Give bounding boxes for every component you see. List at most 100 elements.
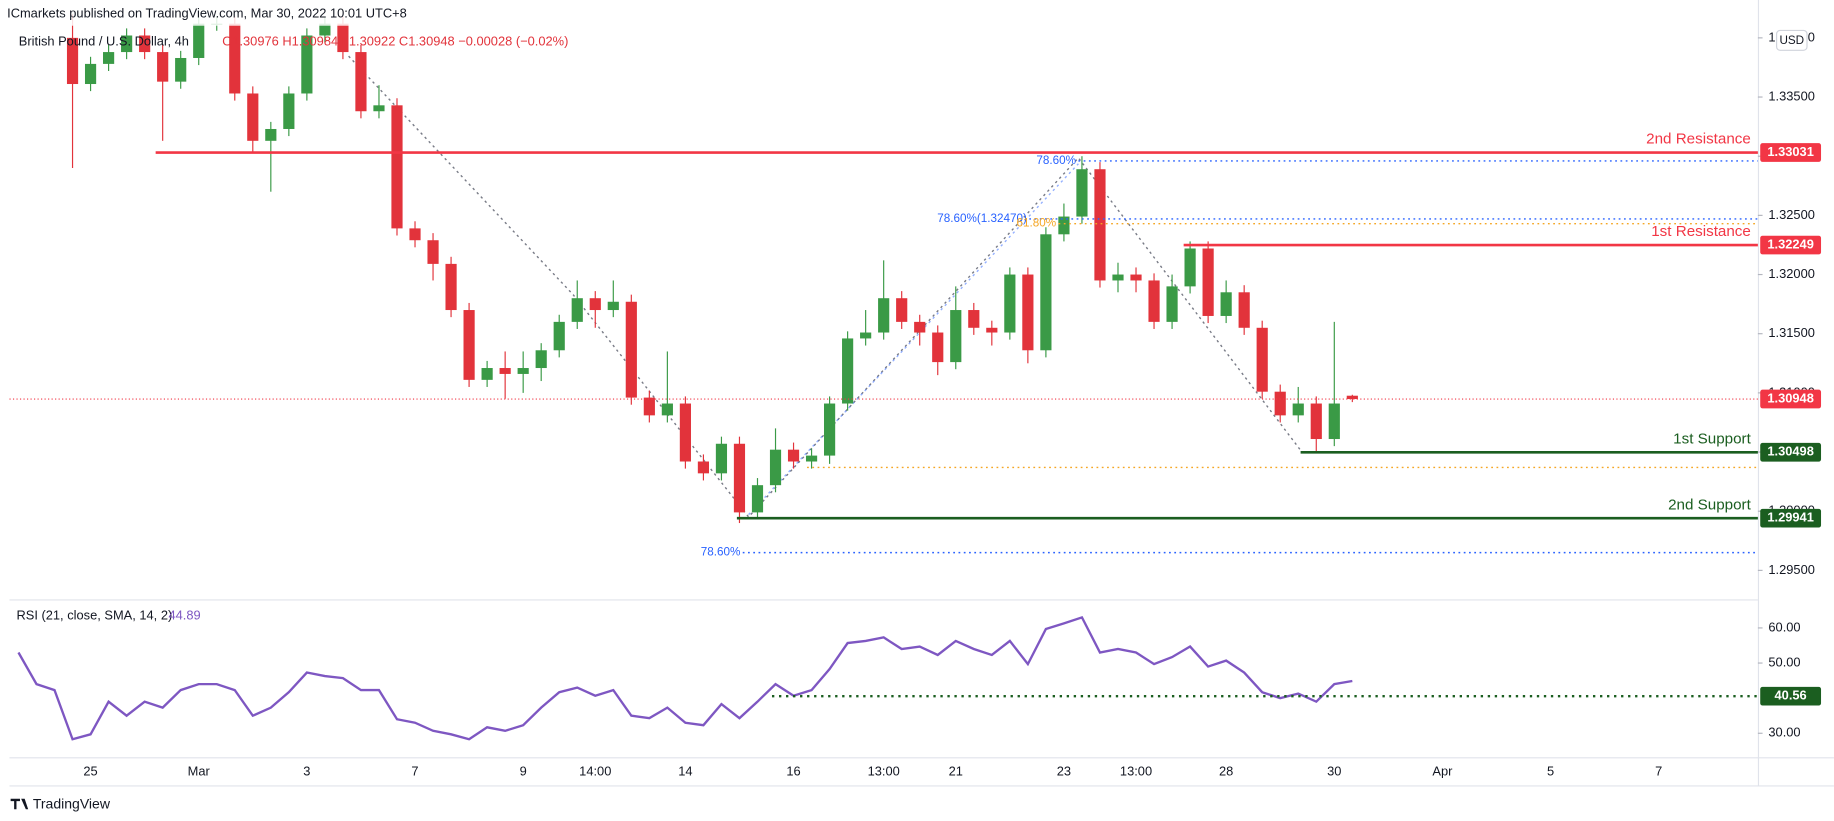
level-badge [1760,143,1822,162]
parallel-line [748,163,1079,516]
last-price-badge-text: 1.30948 [1767,390,1813,405]
rsi-line [17,615,1353,741]
candle-body [409,228,421,241]
x-tick-label: 14 [678,763,692,778]
rsi-tick-label: 60.00 [1768,619,1800,634]
candle-body [769,449,782,486]
x-tick-label: 13:00 [1120,763,1152,778]
candle-body [1130,274,1142,281]
currency-label[interactable]: USD [1779,34,1804,47]
x-tick-label: 28 [1219,763,1233,778]
x-tick-label: Apr [1432,763,1453,778]
currency-button[interactable] [1776,29,1808,51]
candle-body [337,23,349,53]
candle-body [787,449,800,462]
candle-body [301,35,313,94]
rsi-level-badge [1760,686,1822,706]
candle-body [1094,169,1106,281]
level-label: 1st Resistance [1651,223,1751,240]
level-badge-text: 1.33031 [1767,144,1813,159]
symbol-title: British Pound / U.S. Dollar, 4h [19,33,189,48]
candle-body [139,35,151,53]
candle-body [427,240,439,264]
rsi-tick-label: 30.00 [1768,725,1800,740]
x-tick-label: 16 [786,763,800,778]
candle-body [265,128,277,141]
candle-body [1184,248,1196,287]
footer-text: TradingView [33,795,111,811]
candle-body [896,298,908,322]
y-tick-label: 1.32500 [1768,207,1814,222]
candle-body [1004,274,1016,333]
candle-body [733,443,746,513]
publisher-text: ICmarkets published on TradingView.com, … [7,5,407,20]
zigzag-line [348,55,1302,519]
x-tick-label: 9 [520,763,527,778]
level-badge-text: 1.29941 [1767,510,1813,525]
y-tick-label: 1.32000 [1768,266,1814,281]
candle-body [553,321,565,351]
candle-body [1274,391,1286,416]
candle-body [805,455,818,462]
candle-body [589,298,601,311]
y-tick-label: 1.31500 [1768,325,1814,340]
candle-body [860,332,872,339]
candle-body [625,301,637,398]
candle-body [1202,248,1214,316]
candle-body [355,52,367,112]
candle-body [1076,169,1088,217]
level-badge [1760,508,1822,528]
candle-body [157,52,169,82]
level-badge [1760,235,1822,255]
candle-body [715,443,728,474]
candle-body [986,327,998,333]
candle-body [193,23,205,58]
candle-body [373,105,385,112]
candle-body [445,263,457,311]
x-tick-label: 23 [1057,763,1071,778]
x-tick-label: 25 [83,763,97,778]
candle-body [319,23,331,36]
footer-logo: TradingView [10,795,111,811]
candle-body [66,37,79,85]
x-tick-label: 3 [303,763,310,778]
candle-body [697,461,710,474]
candle-body [283,93,295,129]
x-tick-label: 5 [1547,763,1554,778]
y-tick-label: 1.29500 [1768,562,1814,577]
candle-body [751,485,764,513]
candle-body [643,397,655,416]
x-tick-label: 7 [411,763,418,778]
candle-body [1328,403,1340,440]
candle-body [968,310,980,328]
x-tick-label: Mar [188,763,211,778]
x-tick-label: 21 [949,763,963,778]
candle-body [1310,403,1322,440]
last-price-badge [1760,389,1822,409]
candle-body [932,332,944,363]
level-label: 1st Support [1673,430,1751,447]
candle-body [607,301,619,311]
candle-body [1040,234,1052,351]
candle-body [1022,274,1034,351]
candle-body [1256,327,1268,392]
candle-body [842,338,854,404]
candle-body [1112,274,1124,281]
candle-body [878,298,890,333]
ohlc-text: O1.30976 H1.30984 L1.30922 C1.30948 −0.0… [222,33,568,48]
header-backdrop [0,0,387,26]
fib-label: 78.60% [1036,154,1076,167]
candle-body [391,105,403,229]
candle-body [1148,280,1160,322]
candle-body [463,310,475,380]
rsi-level-badge-text: 40.56 [1775,688,1807,703]
candle-body [229,23,241,94]
candle-body [824,403,836,456]
candle-body [175,57,187,82]
candle-body [103,52,115,64]
logo-icon [10,798,29,810]
candle-body [1238,292,1250,328]
rsi-last-value: 44.89 [169,608,201,623]
